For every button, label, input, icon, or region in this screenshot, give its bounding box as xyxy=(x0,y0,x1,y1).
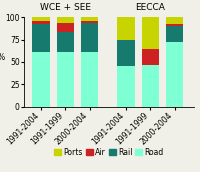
Bar xyxy=(142,66,159,107)
Bar xyxy=(32,17,50,21)
Bar xyxy=(166,17,183,24)
Bar xyxy=(117,17,135,40)
Bar xyxy=(166,42,183,107)
Bar xyxy=(142,17,159,49)
Text: EECCA: EECCA xyxy=(135,3,165,12)
Text: WCE + SEE: WCE + SEE xyxy=(40,3,91,12)
Bar xyxy=(166,26,183,42)
Bar xyxy=(117,66,135,107)
Legend: Ports, Air, Rail, Road: Ports, Air, Rail, Road xyxy=(51,144,167,160)
Bar xyxy=(57,23,74,32)
Bar xyxy=(142,49,159,66)
Bar xyxy=(32,24,50,52)
Bar xyxy=(166,24,183,26)
Bar xyxy=(117,40,135,66)
Bar xyxy=(81,52,98,107)
Bar xyxy=(57,17,74,23)
Bar xyxy=(81,23,98,52)
Bar xyxy=(81,21,98,23)
Bar xyxy=(57,52,74,107)
Bar xyxy=(57,32,74,52)
Bar xyxy=(81,17,98,21)
Bar xyxy=(32,21,50,24)
Y-axis label: %: % xyxy=(0,53,5,62)
Bar xyxy=(32,52,50,107)
